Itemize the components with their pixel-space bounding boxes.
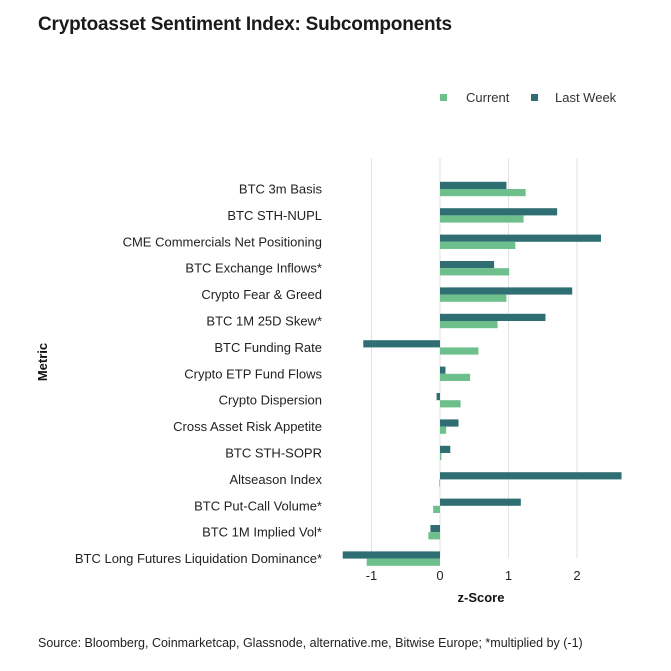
bar-current	[440, 426, 447, 434]
x-tick-label: 0	[436, 568, 443, 583]
bar-current	[428, 532, 440, 540]
chart-title: Cryptoasset Sentiment Index: Subcomponen…	[38, 14, 452, 35]
category-label: Crypto Dispersion	[219, 393, 322, 408]
bar-last-week	[440, 472, 622, 480]
legend-swatch-current	[440, 94, 447, 101]
bar-last-week	[440, 313, 546, 321]
category-label: BTC Exchange Inflows*	[185, 261, 322, 276]
bar-current	[440, 321, 498, 329]
bar-last-week	[440, 366, 446, 374]
source-note: Source: Bloomberg, Coinmarketcap, Glassn…	[38, 636, 583, 650]
bar-current	[439, 479, 440, 487]
category-label: Crypto Fear & Greed	[201, 287, 322, 302]
bar-last-week	[440, 234, 601, 242]
bar-last-week	[440, 181, 507, 189]
category-label: CME Commercials Net Positioning	[123, 234, 322, 249]
bar-current	[440, 347, 479, 355]
category-label: BTC Funding Rate	[214, 340, 322, 355]
category-label: BTC Long Futures Liquidation Dominance*	[75, 551, 322, 566]
x-axis-label: z-Score	[458, 590, 505, 605]
category-label: BTC 3m Basis	[239, 182, 323, 197]
bar-current	[440, 373, 471, 381]
bar-last-week	[436, 393, 440, 401]
bar-last-week	[440, 498, 521, 506]
bar-current	[440, 189, 526, 197]
bar-last-week	[440, 287, 573, 295]
bar-last-week	[342, 551, 440, 559]
legend-label-last-week: Last Week	[555, 90, 617, 105]
bar-current	[440, 241, 516, 249]
bar-current	[440, 215, 524, 223]
bar-current	[440, 294, 507, 302]
bar-current	[440, 400, 461, 408]
bar-last-week	[440, 261, 495, 269]
bar-current	[366, 558, 440, 566]
category-label: Cross Asset Risk Appetite	[173, 419, 322, 434]
category-label: BTC 1M 25D Skew*	[206, 314, 322, 329]
x-tick-label: -1	[366, 568, 378, 583]
bar-current	[440, 268, 510, 276]
category-label: BTC 1M Implied Vol*	[202, 525, 322, 540]
category-label: BTC STH-SOPR	[225, 446, 322, 461]
bar-current	[433, 505, 440, 513]
bar-last-week	[440, 208, 558, 216]
bar-last-week	[440, 445, 451, 453]
y-axis-label: Metric	[35, 343, 50, 381]
bar-last-week	[440, 419, 459, 427]
bar-last-week	[363, 340, 440, 348]
legend-label-current: Current	[466, 90, 510, 105]
category-label: Altseason Index	[229, 472, 322, 487]
category-label: Crypto ETP Fund Flows	[184, 366, 322, 381]
category-label: BTC Put-Call Volume*	[194, 498, 322, 513]
category-label: BTC STH-NUPL	[227, 208, 322, 223]
bar-current	[440, 453, 442, 461]
bar-last-week	[430, 525, 440, 533]
x-tick-label: 1	[505, 568, 512, 583]
legend-swatch-last-week	[531, 94, 538, 101]
x-tick-label: 2	[573, 568, 580, 583]
